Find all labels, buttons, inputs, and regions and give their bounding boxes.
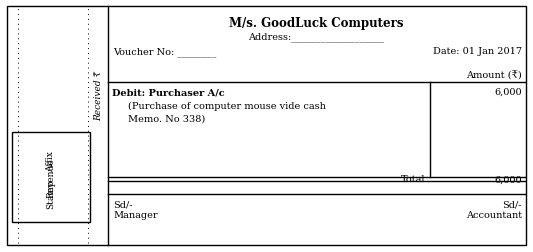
Text: M/s. GoodLuck Computers: M/s. GoodLuck Computers [229,17,404,30]
Text: Sd/-: Sd/- [113,199,133,208]
Text: Memo. No 338): Memo. No 338) [128,115,205,123]
Text: Date: 01 Jan 2017: Date: 01 Jan 2017 [433,47,522,56]
Text: Received ₹: Received ₹ [94,71,103,121]
Text: 6,000: 6,000 [495,175,522,184]
Text: Voucher No: ________: Voucher No: ________ [113,47,216,56]
Text: Sd/-: Sd/- [503,199,522,208]
Text: Affix: Affix [46,151,55,172]
Text: Stamp: Stamp [46,178,55,208]
Text: Revenue: Revenue [46,158,55,197]
Text: Debit: Purchaser A/c: Debit: Purchaser A/c [112,88,224,97]
Text: Amount (₹): Amount (₹) [466,72,522,81]
Text: 6,000: 6,000 [495,88,522,97]
Text: Accountant: Accountant [466,210,522,219]
Text: Manager: Manager [113,210,158,219]
Text: Total: Total [400,175,425,184]
Text: Address:___________________: Address:___________________ [248,32,384,42]
Bar [12,133,90,222]
Text: (Purchase of computer mouse vide cash: (Purchase of computer mouse vide cash [128,102,326,111]
